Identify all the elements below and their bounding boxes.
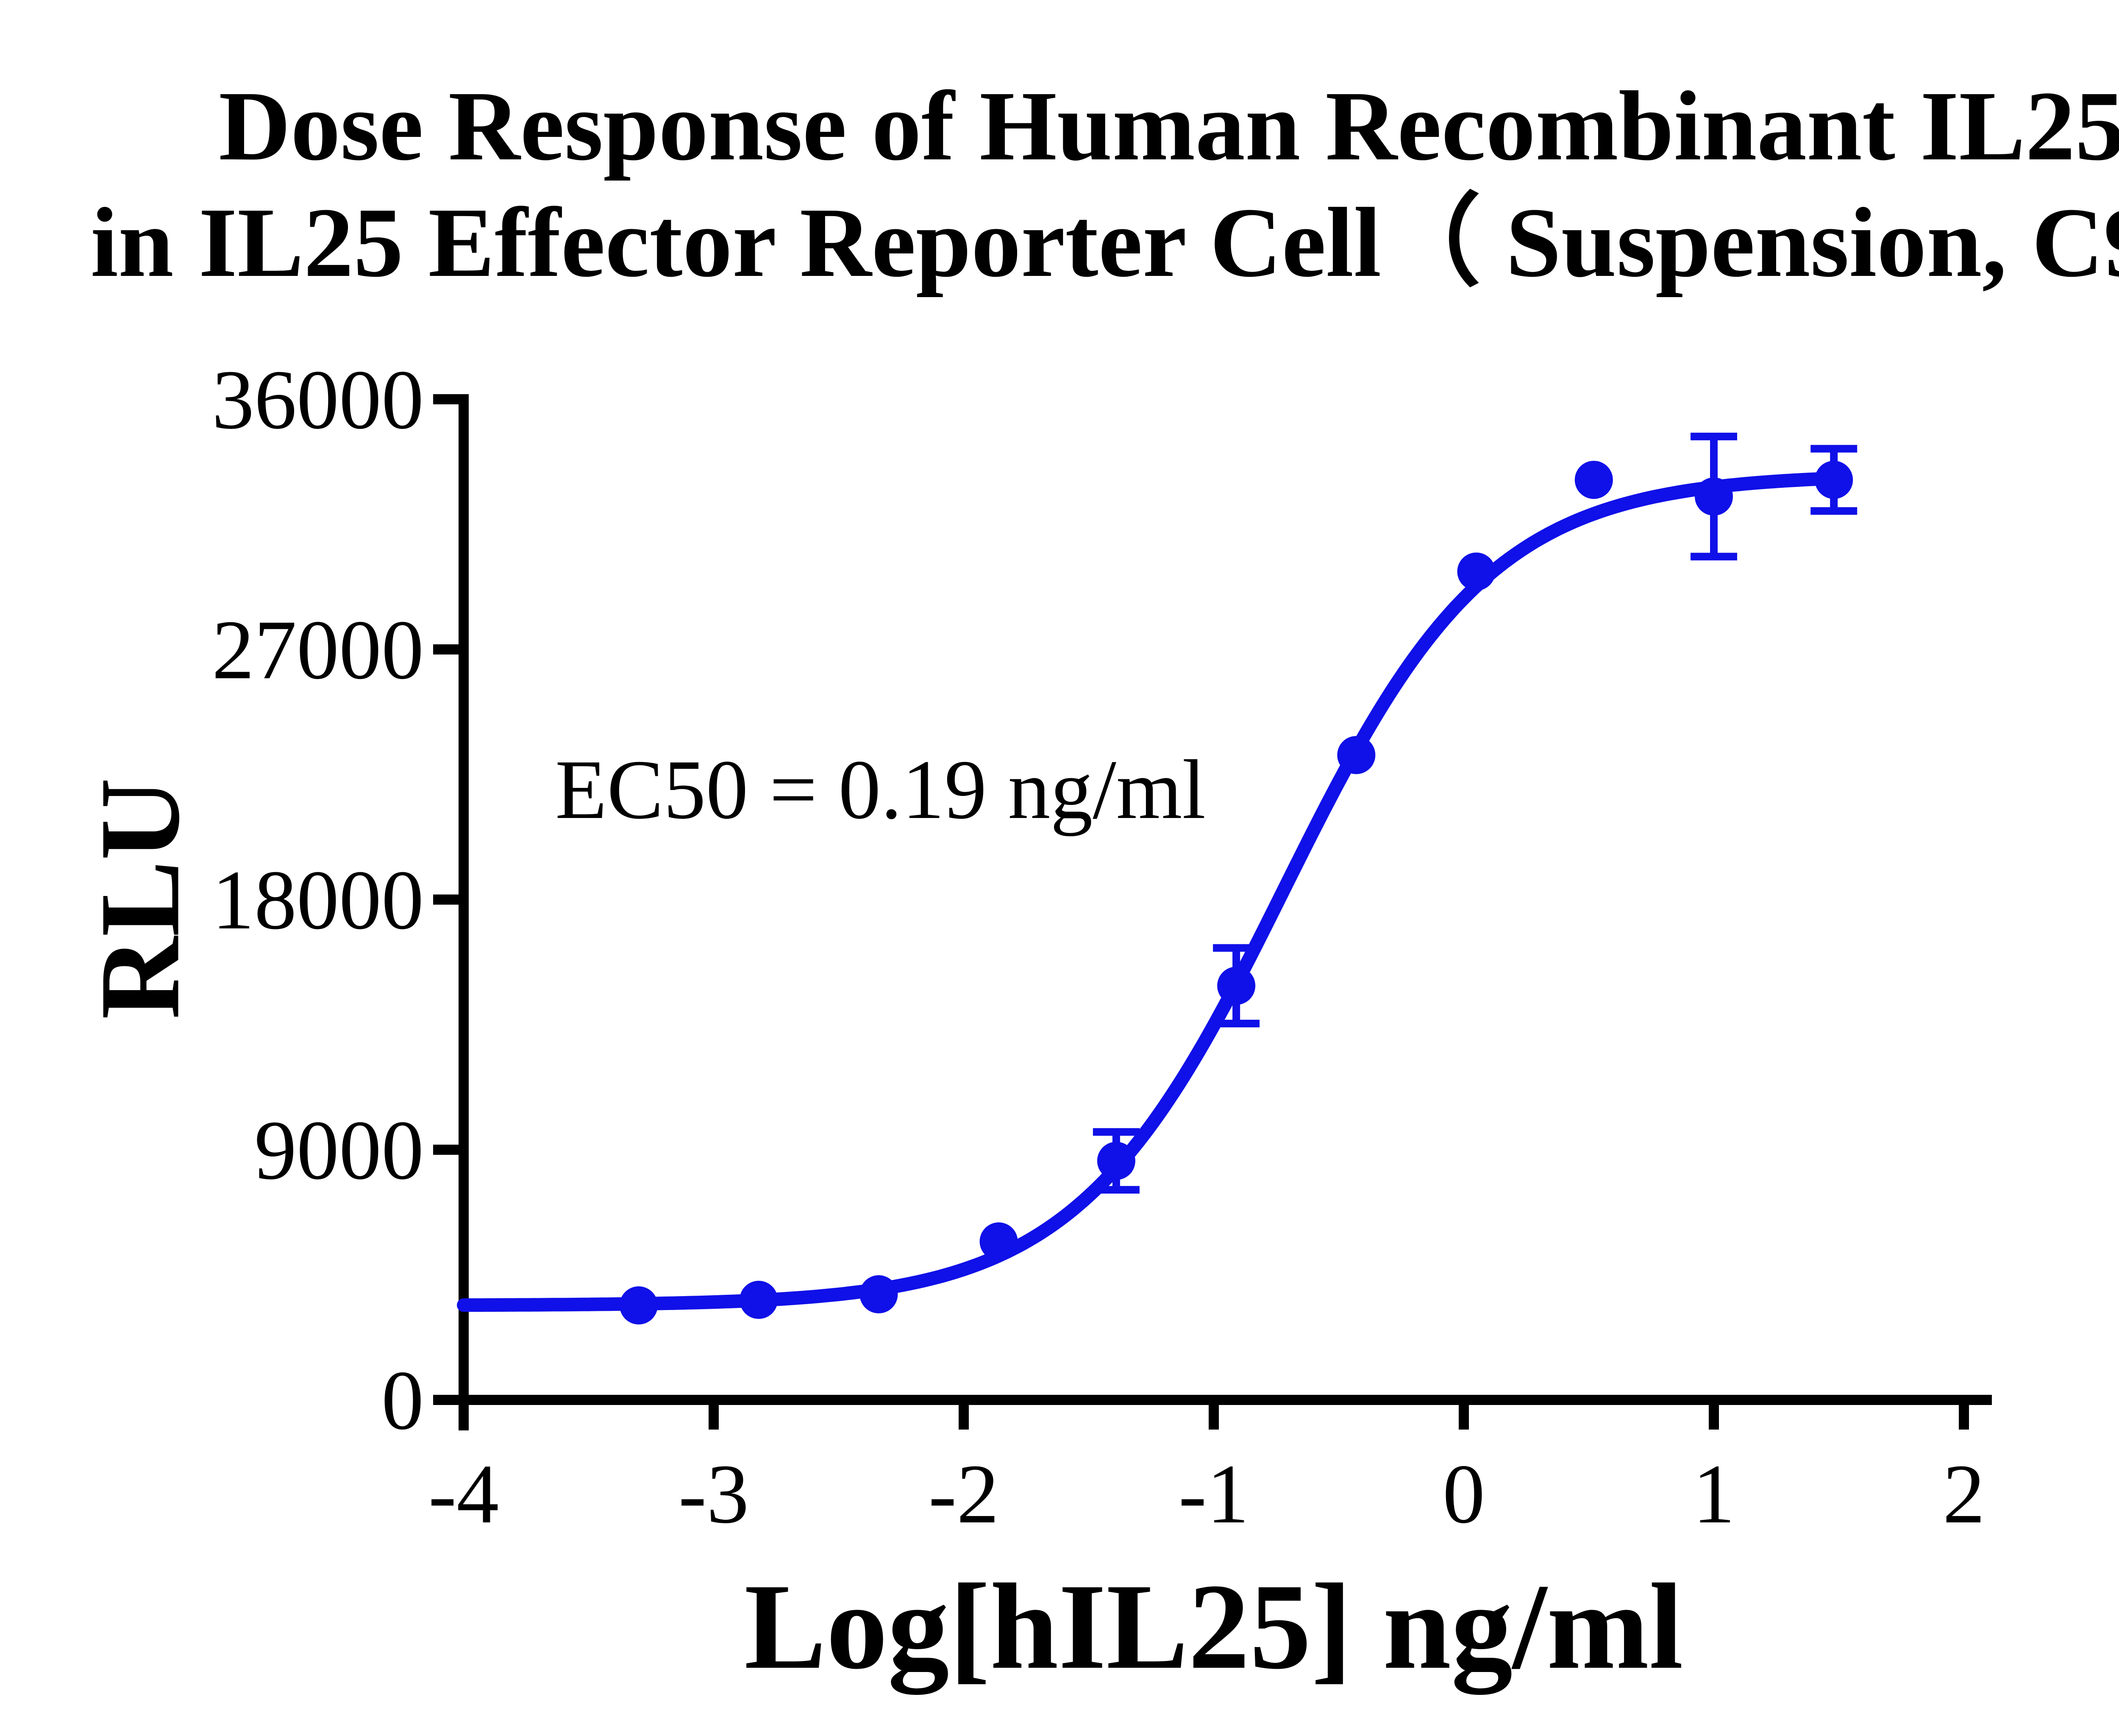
x-axis-title: Log[hIL25] ng/ml <box>744 1558 1683 1697</box>
x-tick-label: -1 <box>1179 1447 1249 1541</box>
data-point <box>979 1222 1018 1261</box>
data-point <box>740 1280 778 1319</box>
data-point <box>1097 1141 1135 1180</box>
ec50-annotation: EC50 = 0.19 ng/ml <box>555 743 1206 837</box>
data-point <box>1815 461 1853 499</box>
y-tick-label: 27000 <box>212 603 424 697</box>
chart-title-line2: in IL25 Effector Reporter Cell（ Suspensi… <box>90 187 2119 298</box>
x-tick-label: -2 <box>929 1447 999 1541</box>
y-axis-title: RLU <box>77 778 203 1019</box>
y-tick-label: 9000 <box>254 1104 424 1197</box>
fit-curve <box>457 471 1851 1312</box>
data-point <box>620 1286 658 1325</box>
y-tick-label: 36000 <box>212 353 424 447</box>
data-point <box>1217 966 1256 1005</box>
x-tick-label: 0 <box>1443 1447 1485 1541</box>
data-point <box>1457 552 1496 591</box>
y-tick-label: 18000 <box>212 854 424 947</box>
y-tick-label: 0 <box>381 1354 424 1447</box>
data-point <box>1337 736 1376 774</box>
x-tick-label: 1 <box>1693 1447 1735 1541</box>
data-point <box>1695 477 1733 516</box>
data-point <box>859 1275 898 1313</box>
x-tick-label: 2 <box>1943 1447 1985 1541</box>
x-tick-label: -3 <box>679 1447 749 1541</box>
x-tick-label: -4 <box>428 1447 499 1541</box>
chart-title-line1: Dose Response of Human Recombinant IL25 <box>219 71 2119 181</box>
data-point <box>1574 461 1613 499</box>
